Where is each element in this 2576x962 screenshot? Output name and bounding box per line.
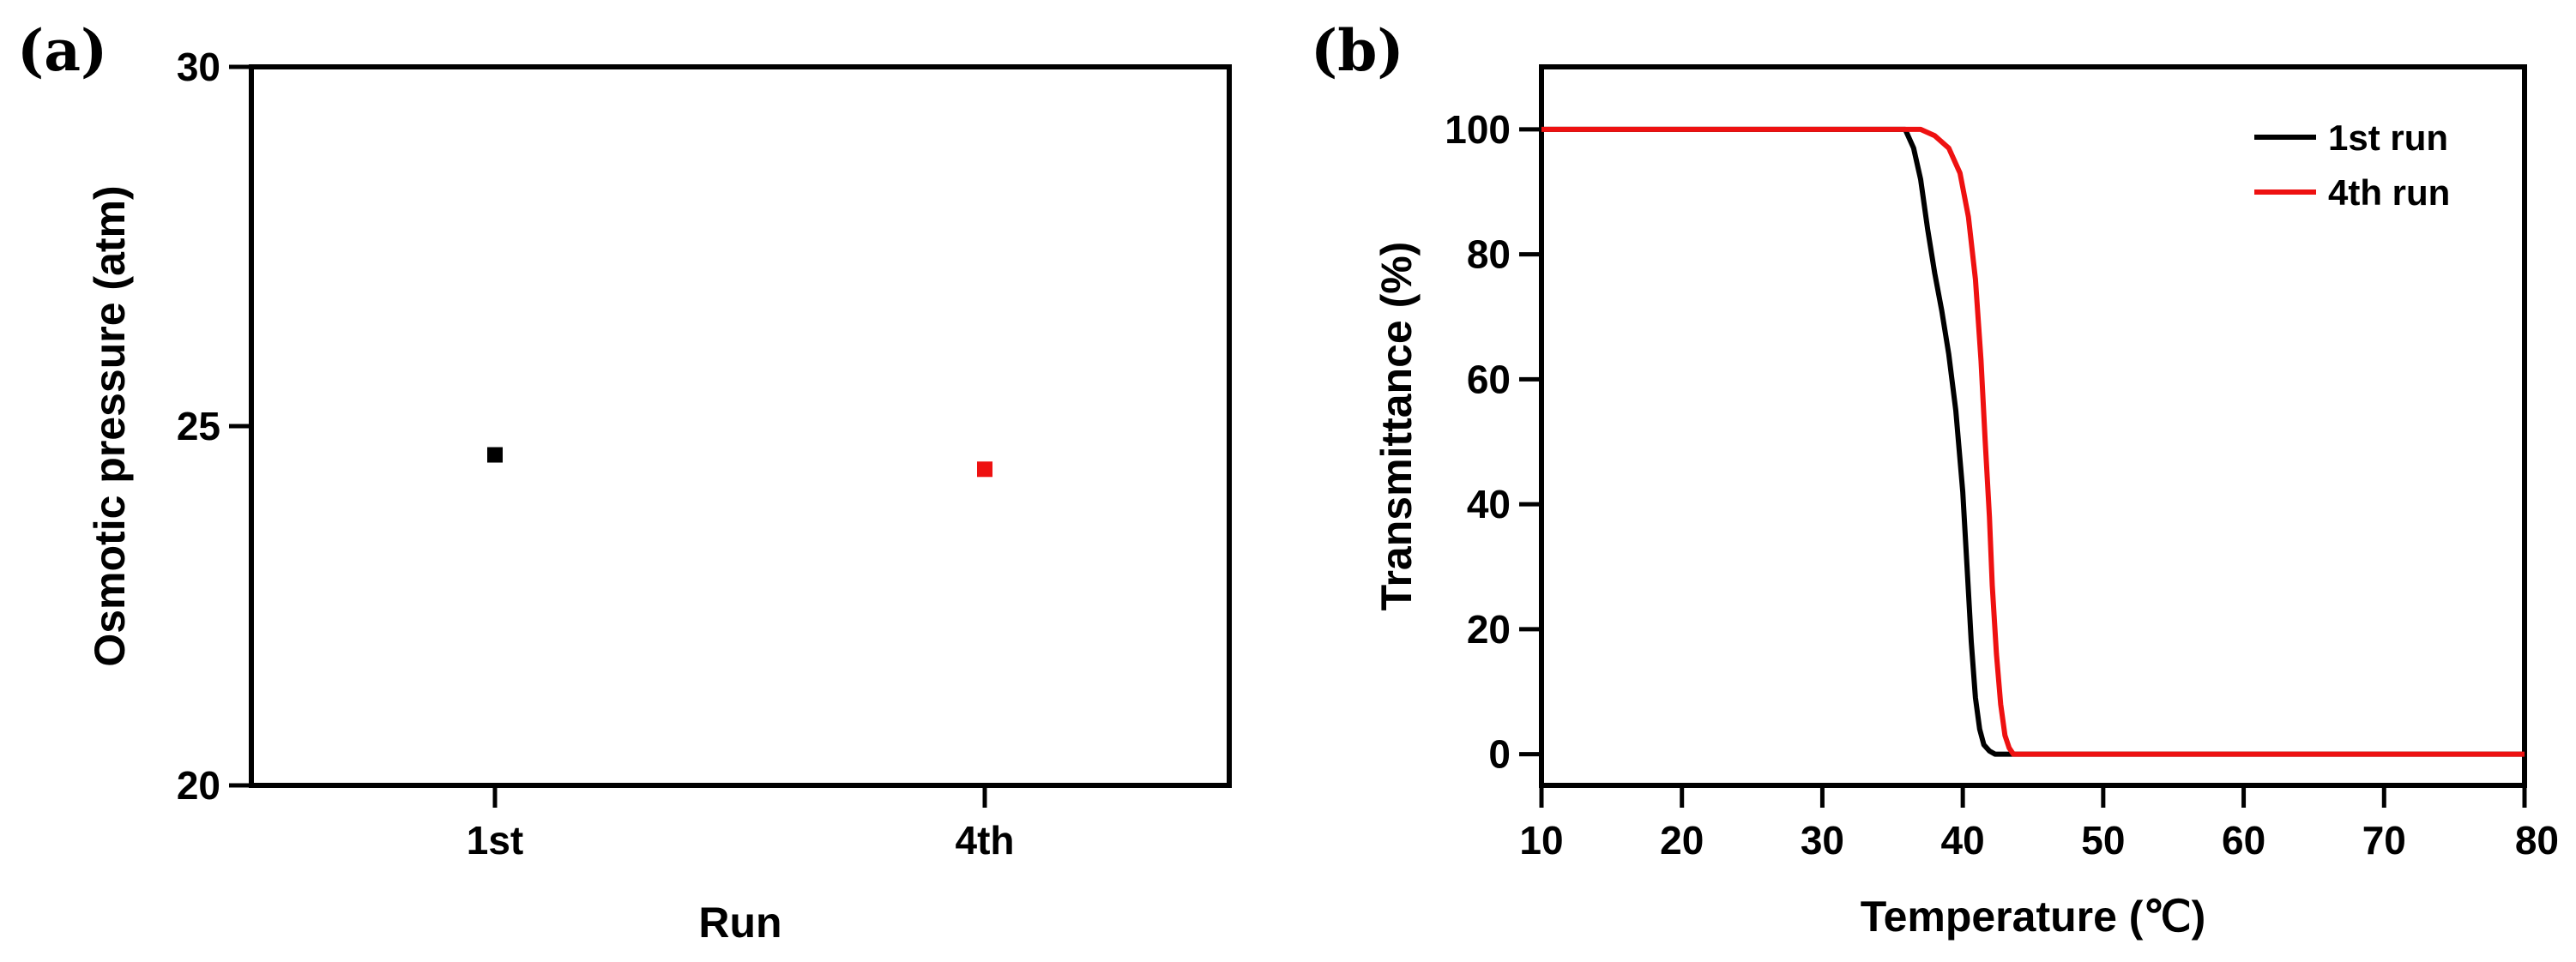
panel-b-lines	[1541, 126, 2525, 757]
panel-a-y-tick-label: 30	[177, 45, 220, 89]
panel-a-y-axis-title: Osmotic pressure (atm)	[86, 185, 134, 666]
panel-b-plot-frame	[1539, 64, 2527, 788]
panel-b-x-tick-label: 30	[1801, 818, 1844, 863]
panel-b-ticks: 0 20 40 60 80 100 10 20 30 40 50 60 70 80	[1445, 107, 2559, 863]
panel-b-legend-label: 1st run	[2328, 117, 2448, 158]
panel-b-y-tick-label: 100	[1445, 107, 1511, 152]
panel-b-y-tick-label: 0	[1488, 732, 1511, 777]
panel-b-series-line	[1541, 126, 2525, 757]
panel-a-label: (a)	[17, 17, 107, 84]
panel-b-x-tick-label: 70	[2362, 818, 2406, 863]
panel-b-x-tick-label: 20	[1660, 818, 1704, 863]
panel-a-y-tick-label: 20	[177, 763, 220, 808]
panel-b-x-tick-label: 60	[2222, 818, 2265, 863]
panel-a-points	[487, 447, 992, 478]
panel-a-ticks: 20 25 30 1st 4th	[177, 45, 1015, 863]
panel-b-y-tick-label: 60	[1467, 357, 1511, 401]
panel-b-x-tick-label: 50	[2081, 818, 2125, 863]
panel-a-data-point	[487, 447, 503, 463]
panel-b-legend: 1st run 4th run	[2254, 117, 2450, 213]
panel-a-x-axis-title: Run	[698, 899, 781, 947]
panel-b-chart: 0 20 40 60 80 100 10 20 30 40 50 60 70 80 1st run 4th …	[1372, 64, 2559, 941]
panel-a-x-tick-label: 4th	[956, 818, 1015, 863]
panel-a-chart: 20 25 30 1st 4th Run Osmotic pressure (atm)	[86, 45, 1232, 947]
panel-a-x-tick-label: 1st	[467, 818, 523, 863]
panel-b-x-axis-title: Temperature (℃)	[1861, 893, 2206, 941]
panel-b-legend-label: 4th run	[2328, 172, 2450, 213]
panel-b-y-axis-title: Transmittance (%)	[1372, 242, 1421, 611]
panel-b-label: (b)	[1311, 17, 1404, 84]
panel-b-y-tick-label: 80	[1467, 232, 1511, 277]
panel-b-y-tick-label: 20	[1467, 607, 1511, 652]
panel-b-x-tick-label: 10	[1519, 818, 1563, 863]
panel-b-series-line	[1541, 126, 2525, 757]
panel-a-data-point	[977, 461, 992, 478]
panel-b-y-tick-label: 40	[1467, 482, 1511, 526]
panel-b-x-tick-label: 80	[2515, 818, 2559, 863]
panel-a-y-tick-label: 25	[177, 404, 220, 448]
panel-a-plot-frame	[249, 64, 1232, 788]
panel-b-x-tick-label: 40	[1941, 818, 1985, 863]
